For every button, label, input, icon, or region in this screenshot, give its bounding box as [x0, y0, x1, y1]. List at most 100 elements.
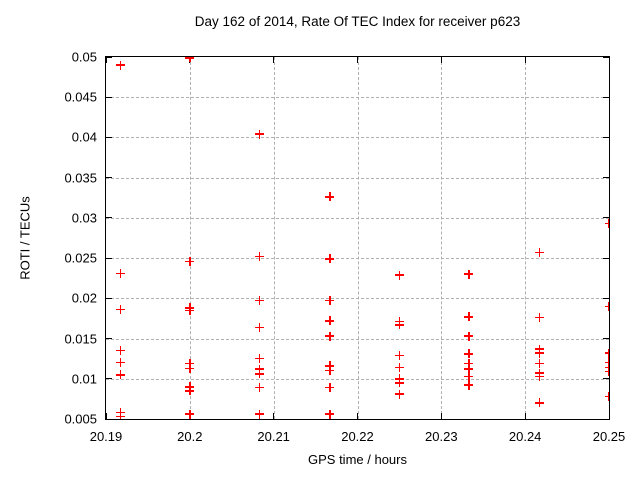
data-point — [534, 313, 544, 323]
data-point — [464, 331, 474, 341]
y-tick-label: 0.045 — [64, 89, 97, 105]
data-point — [254, 322, 264, 332]
chart-title: Day 162 of 2014, Rate Of TEC Index for r… — [194, 14, 521, 29]
data-point — [185, 305, 195, 315]
y-tick-label: 0.005 — [64, 411, 97, 427]
data-point — [115, 346, 125, 356]
y-tick-label: 0.035 — [64, 170, 97, 186]
data-point — [534, 398, 544, 408]
data-point — [115, 358, 125, 368]
data-point — [254, 383, 264, 393]
y-tick-label: 0.01 — [71, 371, 97, 387]
x-tick-label: 20.2 — [177, 429, 203, 444]
data-point — [254, 354, 264, 364]
y-tick-mark — [106, 96, 112, 98]
x-tick-mark — [440, 57, 442, 63]
data-point — [185, 358, 195, 368]
data-point — [394, 363, 404, 372]
y-tick-mark — [603, 177, 609, 179]
x-tick-mark — [106, 57, 107, 63]
gridline-vertical — [525, 57, 527, 419]
y-axis-label: ROTI / TECUs — [17, 196, 33, 280]
data-point — [604, 348, 609, 358]
gridline-vertical — [357, 57, 359, 419]
x-tick-label: 20.19 — [89, 429, 123, 444]
y-tick-mark — [106, 57, 112, 58]
data-point — [185, 363, 195, 373]
data-point — [394, 270, 404, 280]
data-point — [115, 268, 125, 278]
y-tick-mark — [106, 378, 112, 380]
data-point — [185, 57, 195, 63]
data-point — [464, 371, 474, 381]
data-point — [604, 367, 609, 377]
data-point — [604, 301, 609, 311]
data-point — [464, 312, 474, 322]
x-axis-label: GPS time / hours — [308, 452, 407, 467]
x-tick-mark — [608, 413, 609, 419]
y-tick-mark — [603, 338, 609, 340]
data-point — [325, 383, 335, 393]
data-point — [325, 254, 335, 264]
data-point — [115, 370, 125, 380]
y-tick-mark — [106, 338, 112, 340]
gridline-vertical — [441, 57, 443, 419]
y-tick-label: 0.015 — [64, 331, 97, 347]
y-tick-mark — [603, 136, 609, 138]
data-point — [325, 361, 335, 371]
data-point — [185, 256, 195, 266]
data-point — [325, 296, 335, 306]
y-tick-mark — [106, 217, 112, 219]
x-tick-label: 20.21 — [257, 429, 290, 444]
x-tick-label: 20.23 — [425, 429, 458, 444]
y-tick-mark — [603, 96, 609, 98]
y-tick-mark — [603, 418, 609, 419]
data-point — [464, 269, 474, 279]
x-tick-mark — [106, 413, 107, 419]
gridline-vertical — [189, 57, 191, 419]
data-point — [604, 358, 609, 368]
data-point — [534, 358, 544, 368]
data-point — [254, 364, 264, 374]
data-point — [464, 364, 474, 374]
data-point — [325, 316, 335, 326]
data-point — [254, 296, 264, 306]
y-tick-mark — [106, 257, 112, 259]
gridline-vertical — [273, 57, 275, 419]
y-tick-label: 0.02 — [71, 290, 97, 306]
data-point — [464, 358, 474, 368]
data-point — [394, 320, 404, 330]
data-point — [115, 305, 125, 315]
plot-area — [105, 56, 610, 420]
y-tick-mark — [603, 257, 609, 259]
data-point — [115, 412, 125, 419]
x-tick-mark — [273, 413, 275, 419]
data-point — [464, 380, 474, 390]
y-tick-mark — [603, 297, 609, 299]
x-tick-mark — [524, 413, 526, 419]
data-point — [254, 252, 264, 261]
y-tick-label: 0.025 — [64, 250, 97, 266]
y-tick-mark — [603, 378, 609, 380]
data-point — [534, 348, 544, 358]
data-point — [254, 129, 264, 139]
x-tick-mark — [273, 57, 275, 63]
x-tick-mark — [357, 57, 358, 63]
x-tick-mark — [608, 57, 609, 63]
data-point — [534, 371, 544, 381]
data-point — [254, 409, 264, 419]
x-tick-mark — [524, 57, 526, 63]
data-point — [185, 409, 195, 419]
x-tick-label: 20.24 — [508, 429, 542, 444]
y-tick-label: 0.04 — [71, 129, 97, 145]
x-tick-mark — [357, 413, 358, 419]
data-point — [115, 60, 125, 70]
y-tick-mark — [603, 57, 609, 58]
data-point — [394, 378, 404, 388]
data-point — [394, 350, 404, 360]
data-point — [604, 391, 609, 401]
x-tick-label: 20.22 — [341, 429, 374, 444]
data-point — [254, 369, 264, 379]
y-tick-mark — [106, 297, 112, 299]
